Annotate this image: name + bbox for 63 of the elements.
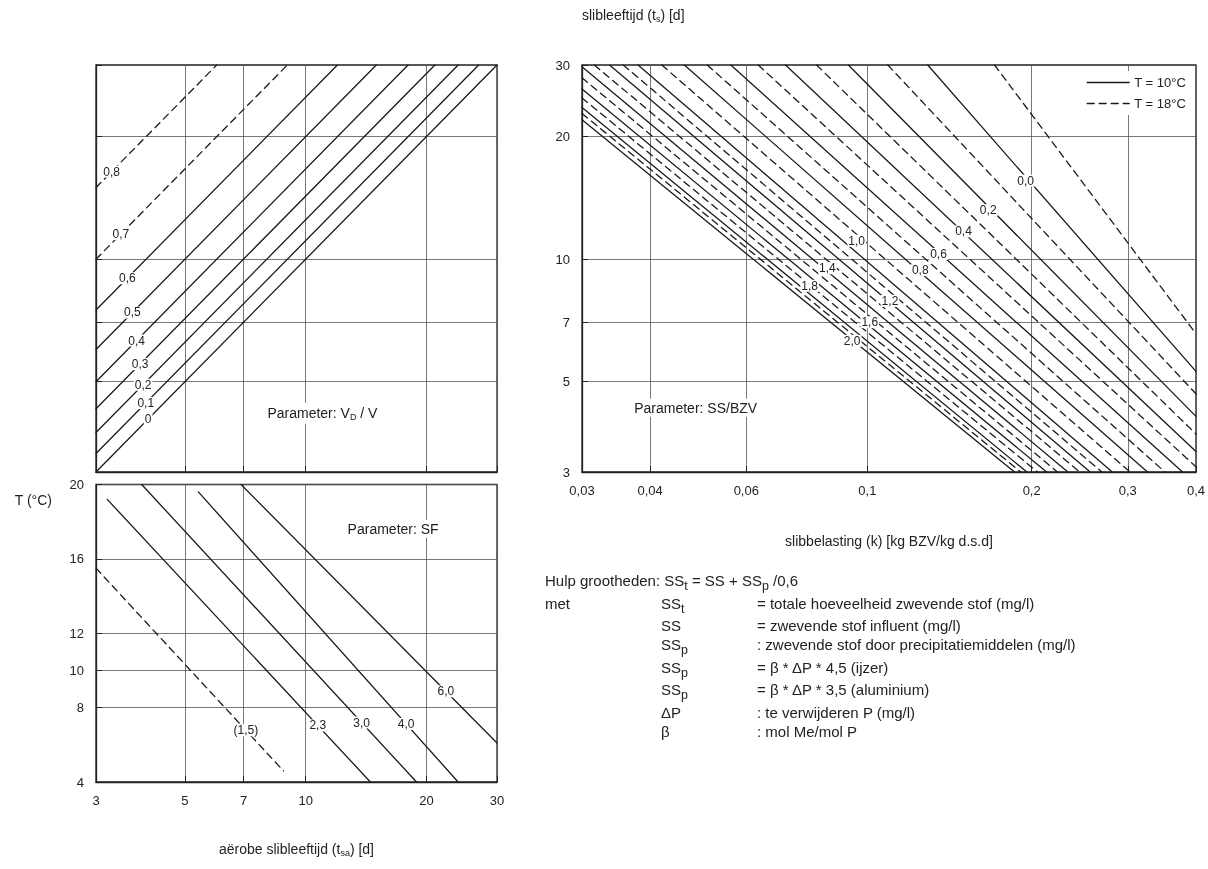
series-label: 0 [144,412,152,427]
y-tick-label: 4 [76,774,84,790]
y-tick-label: 20 [555,129,570,145]
annotation: 0,2 [979,203,997,218]
series-label: 6,0 [437,684,455,699]
x-tick-label: 10 [298,793,313,808]
x-tick-label: 0,1 [858,483,877,498]
y-tick-label: 10 [69,662,84,678]
x-tick-label: 5 [181,793,189,808]
text: SS = zwevende stof influent (mg/l) [661,617,961,635]
y-axis-title: T (°C) [14,491,52,508]
x-tick-label: 30 [489,793,505,808]
annotation: 1,4 [819,261,837,276]
legend-label: T = 10°C [1134,75,1186,90]
x-tick-label: 3 [92,793,100,808]
series-label: 0,7 [112,226,130,241]
x-axis-title: slibbelasting (k) [kg BZV/kg d.s.d] [785,533,993,549]
x-tick-label: 0,2 [1022,483,1041,498]
series-label: 2,3 [309,718,327,733]
annotation: 0,0 [1017,173,1035,188]
series-label: 0,6 [119,271,137,286]
x-tick-label: 0,03 [569,483,595,498]
series-label: 0,8 [103,164,121,179]
text: Hulp grootheden: SS$_{t}$ = SS + SS$_{p}$ /0,6 [545,572,800,595]
x-tick-label: 7 [239,793,248,808]
series-label: 0,2 [134,377,152,392]
annotation: Parameter: SS/BZV [634,399,758,416]
y-tick-label: 8 [76,700,84,716]
y-tick-label: 30 [555,57,570,73]
series-label: 3,0 [353,715,371,730]
x-tick-label: 0,4 [1186,483,1205,498]
x-tick-label: 0,04 [637,483,663,498]
annotation: 1,2 [881,293,899,308]
annotation: 0,8 [911,263,929,278]
text: met SS$_{t}$ = totale hoeveelheid zwevende stof (mg/l) [545,594,1035,616]
annotation: 2,0 [843,333,861,348]
y-tick-label: 10 [555,251,570,267]
text: SS$_{p}$ = β * ΔP * 3,5 (aluminium) [661,681,930,703]
annotation: 0,6 [930,246,948,261]
y-tick-label: 12 [69,625,84,641]
y-tick-label: 5 [562,374,570,390]
x-tick-label: 0,3 [1118,483,1137,498]
series-label: (1,5) [233,723,259,738]
x-tick-label: 20 [419,793,434,808]
series-label: 0,5 [124,305,142,320]
annotation: Parameter: SF [347,520,439,537]
y-tick-label: 16 [69,551,84,567]
text: β : mol Me/mol P [661,722,858,740]
y-tick-label: 3 [562,464,570,480]
series-label: 0,4 [128,333,146,348]
series-label: 0,1 [137,396,155,411]
legend-label: T = 18°C [1134,96,1186,111]
annotation: 1,8 [801,278,819,293]
text: SS$_{p}$ = β * ΔP * 4,5 (ijzer) [661,658,889,680]
y-tick-label: 7 [562,314,570,330]
annotation: 0,4 [955,224,973,239]
annotation: 1,6 [861,315,879,330]
series-label: 0,3 [131,357,149,372]
annotation: 1,0 [848,233,866,248]
x-tick-label: 0,06 [733,483,759,498]
text: ΔP : te verwijderen P (mg/l) [661,703,916,721]
text: SS$_{p}$ : zwevende stof door precipitatiemiddelen (mg/l) [661,636,1076,657]
series-label: 4,0 [397,716,415,731]
